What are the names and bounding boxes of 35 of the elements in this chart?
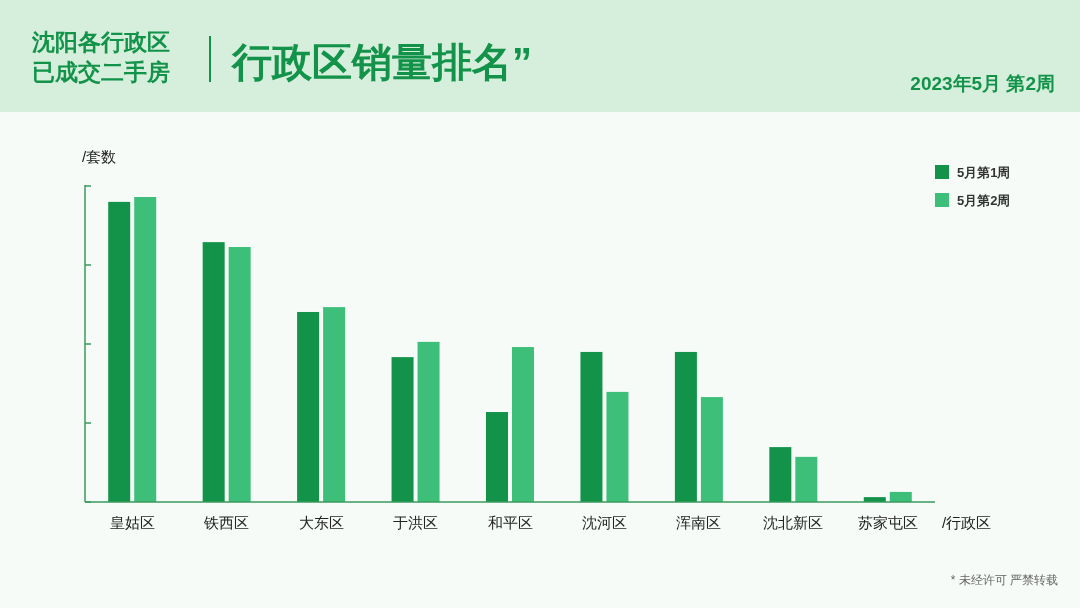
bar [700,397,723,502]
x-tick-label: 大东区 [298,514,344,531]
legend-label: 5月第2周 [957,193,1011,208]
chart-title: 行政区销量排名” [230,40,532,84]
bar [134,197,157,502]
text: 2023年5月 第2周 [910,73,1055,94]
x-tick-label: 于洪区 [393,514,439,531]
text: * 未经许可 严禁转载 [950,573,1058,587]
bar [674,351,697,502]
legend-label: 5月第1周 [957,165,1011,180]
bar [606,391,629,502]
bar [323,307,346,502]
x-tick-label: 铁西区 [203,514,250,531]
bar [108,201,131,502]
x-tick-label: 浑南区 [676,514,722,531]
y-axis-title: /套数 [82,148,117,165]
text: 已成交二手房 [32,59,170,85]
x-tick-label: 沈北新区 [763,514,824,531]
x-tick-label: 和平区 [487,514,533,531]
bar [486,412,508,502]
x-tick-label: 沈河区 [581,514,627,531]
bar [769,447,792,502]
bar [202,242,225,502]
x-axis-title: /行政区 [942,514,992,531]
bar [417,341,440,502]
bar [512,347,534,502]
x-tick-label: 皇姑区 [109,514,155,531]
text: 沈阳各行政区 [31,29,170,55]
bar [391,357,414,502]
bar [297,311,320,502]
bar [228,247,251,502]
bar [889,491,912,502]
bar [795,456,818,502]
bar [580,351,603,502]
x-tick-label: 苏家屯区 [857,514,918,531]
